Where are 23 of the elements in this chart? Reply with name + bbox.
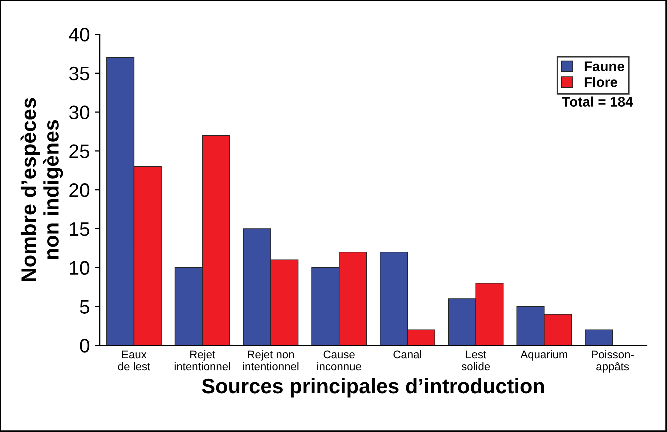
x-tick-label: Aquarium	[520, 350, 568, 361]
y-tick-label: 35	[69, 66, 90, 81]
y-tick-label: 15	[70, 222, 90, 236]
y-tick-label: 20	[70, 184, 90, 198]
y-tick-label: 10	[70, 261, 90, 276]
annotation: Total = 184	[562, 96, 634, 107]
x-tick-label: Lest solide	[462, 350, 490, 371]
y-tick-label: 0	[80, 339, 90, 353]
x-tick-label: Cause inconnue	[318, 350, 362, 371]
x-axis-title: Sources principales d’introduction	[202, 378, 544, 398]
x-tick-label: Eaux de lest	[118, 350, 151, 371]
x-tick-label: Poisson- appâts	[592, 350, 634, 373]
bar	[585, 330, 614, 346]
x-tick-label: Rejet intentionnel	[174, 350, 230, 371]
legend-label: Faune	[584, 62, 624, 72]
y-tick-label: 30	[69, 106, 90, 120]
legend-label: Flore	[584, 77, 618, 88]
x-tick-label: Canal	[394, 350, 422, 359]
y-tick-label: 5	[80, 300, 90, 314]
y-tick-label: 25	[70, 144, 90, 158]
x-tick-label: Rejet non intentionnel	[243, 350, 299, 371]
y-tick-label: 40	[69, 28, 90, 42]
y-axis-title: Nombre d’espèces non indigènes	[20, 98, 64, 282]
